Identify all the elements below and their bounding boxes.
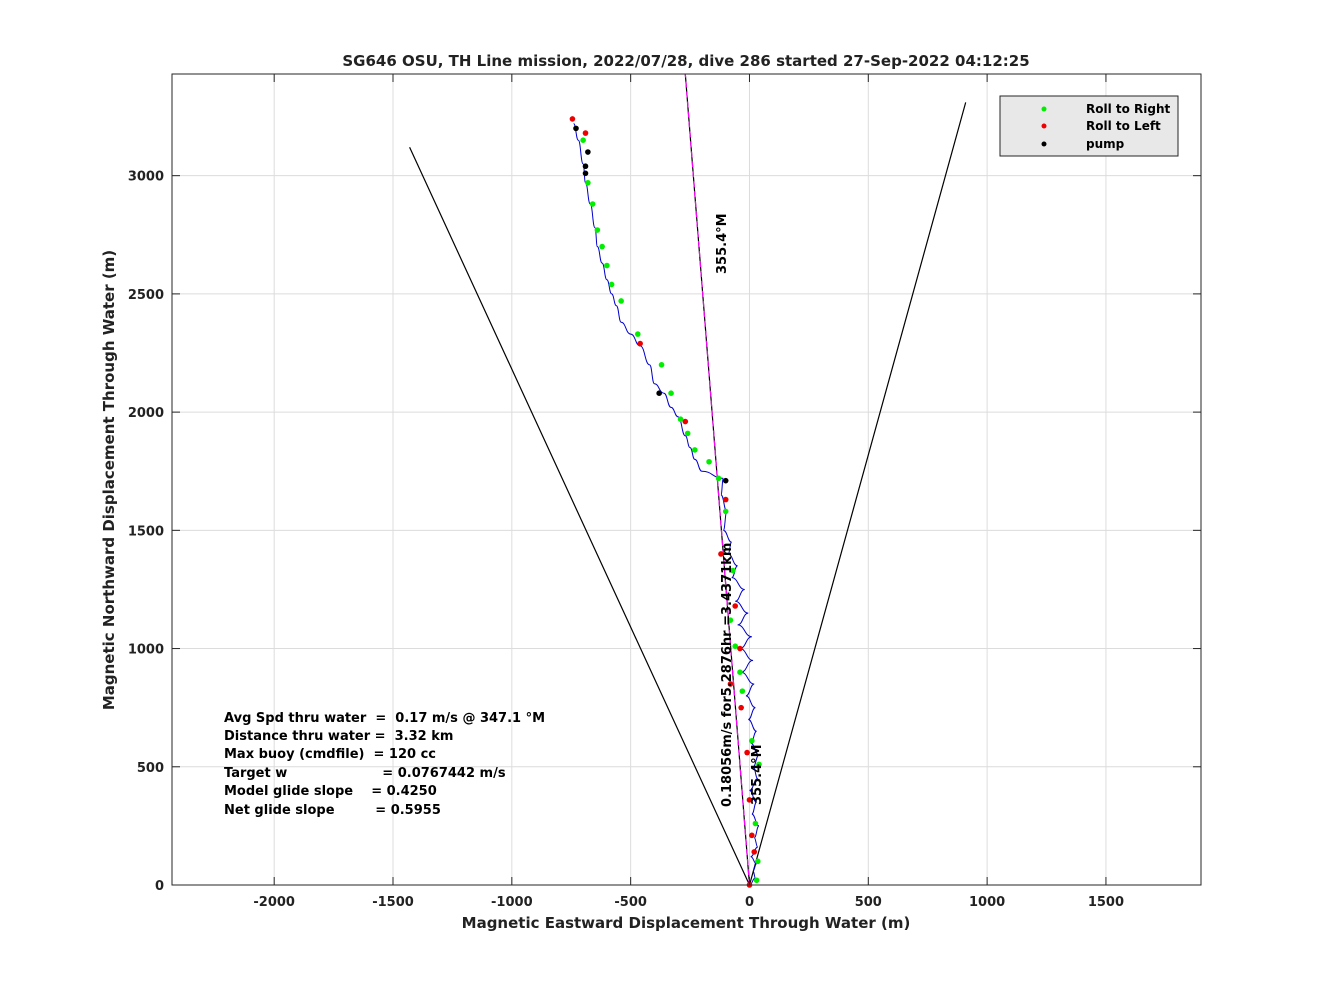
point-roll-left [751,849,758,855]
stat-model-glide: Model glide slope = 0.4250 [224,784,437,799]
legend-label-pump: pump [1086,137,1125,151]
legend-box [999,95,1179,157]
stat-avg-speed: Avg Spd thru water = 0.17 m/s @ 347.1 °M [224,711,545,726]
stat-max-buoy: Max buoy (cmdfile) = 120 cc [224,747,436,762]
point-roll-left [746,797,753,803]
point-roll-right [706,458,712,465]
legend-marker-pump [1041,141,1047,147]
point-roll-right [684,430,691,437]
y-tick-label: 1000 [128,643,164,658]
point-roll-left [637,340,643,347]
point-roll-right [756,761,762,768]
plot-frame [171,73,1202,886]
point-roll-right [730,567,736,574]
data-layer [409,73,967,888]
point-roll-right [727,617,734,623]
y-tick-label: 0 [155,879,164,894]
y-tick-label: 500 [137,761,164,776]
y-tick-label: 2500 [128,288,164,303]
point-roll-right [692,447,698,453]
legend-marker-roll-left [1041,123,1047,129]
stat-net-glide: Net glide slope = 0.5955 [224,803,441,818]
x-tick-label: -500 [614,895,647,910]
point-roll-left [727,681,734,687]
point-roll-left [722,496,729,503]
series-wedge-left-line [409,147,751,886]
grid [172,74,1201,886]
point-roll-right [618,298,624,304]
point-roll-left [749,832,755,839]
point-roll-left [682,418,689,425]
y-axis-label: Magnetic Northward Displacement Through … [100,250,118,710]
stat-target-w: Target w = 0.0767442 m/s [224,766,506,781]
point-roll-right [668,390,674,396]
point-roll-left [737,645,743,652]
legend: Roll to Right Roll to Left pump [999,95,1179,157]
point-roll-right [589,201,596,207]
x-tick-label: 1500 [1088,895,1124,910]
point-roll-right [732,643,739,649]
series-wedge-right-line [748,102,967,886]
point-roll-left [732,603,739,609]
x-tick-label: -2000 [253,895,295,910]
point-pump [573,125,579,132]
point-roll-right [658,362,665,368]
point-pump [722,477,729,484]
x-tick-label: 500 [855,895,882,910]
point-roll-right [752,820,759,827]
point-roll-left [738,704,744,711]
x-axis-label: Magnetic Eastward Displacement Through W… [462,914,911,932]
legend-label-roll-right: Roll to Right [1086,102,1171,116]
point-roll-right [715,475,722,482]
y-tick-label: 2000 [128,406,164,421]
x-tick-label: -1500 [372,895,414,910]
point-roll-right [608,281,615,288]
y-tick-label: 3000 [128,170,164,185]
legend-marker-roll-right [1041,106,1047,112]
point-roll-right [737,669,743,676]
point-roll-right [739,688,746,694]
point-roll-right [634,331,641,337]
heading-label-bottom: 355.4°M [750,744,765,805]
legend-label-roll-left: Roll to Left [1086,119,1161,133]
point-roll-left [718,551,724,557]
x-tick-label: -1000 [491,895,533,910]
point-roll-right [599,243,605,250]
point-roll-right [754,858,761,865]
heading-label-top: 355.4°M [715,213,730,274]
point-roll-right [585,179,591,186]
point-pump [656,390,662,396]
point-roll-right [580,137,586,144]
ticks: -2000 -1500 -1000 -500 0 500 1000 1500 0 500 1000 1… [128,74,1201,910]
point-roll-left [569,116,576,122]
point-roll-right [677,416,684,423]
point-roll-right [749,737,755,744]
point-pump [582,163,589,170]
current-label: 0.18056m/s for5.2876hr =3.4371km [720,543,735,807]
point-roll-right [753,877,760,884]
point-pump [585,149,591,155]
series-heading-line [684,73,751,886]
stats-annotations: Avg Spd thru water = 0.17 m/s @ 347.1 °M… [224,711,545,818]
chart-title: SG646 OSU, TH Line mission, 2022/07/28, … [342,52,1029,70]
point-pump [582,170,589,177]
point-roll-right [722,508,729,515]
point-roll-left [582,130,589,136]
x-tick-label: 1000 [969,895,1005,910]
point-roll-right [594,227,601,233]
x-tick-label: 0 [745,895,754,910]
stat-distance: Distance thru water = 3.32 km [224,729,453,744]
point-roll-right [604,262,610,269]
point-roll-left [744,749,750,756]
y-tick-label: 1500 [128,524,164,539]
